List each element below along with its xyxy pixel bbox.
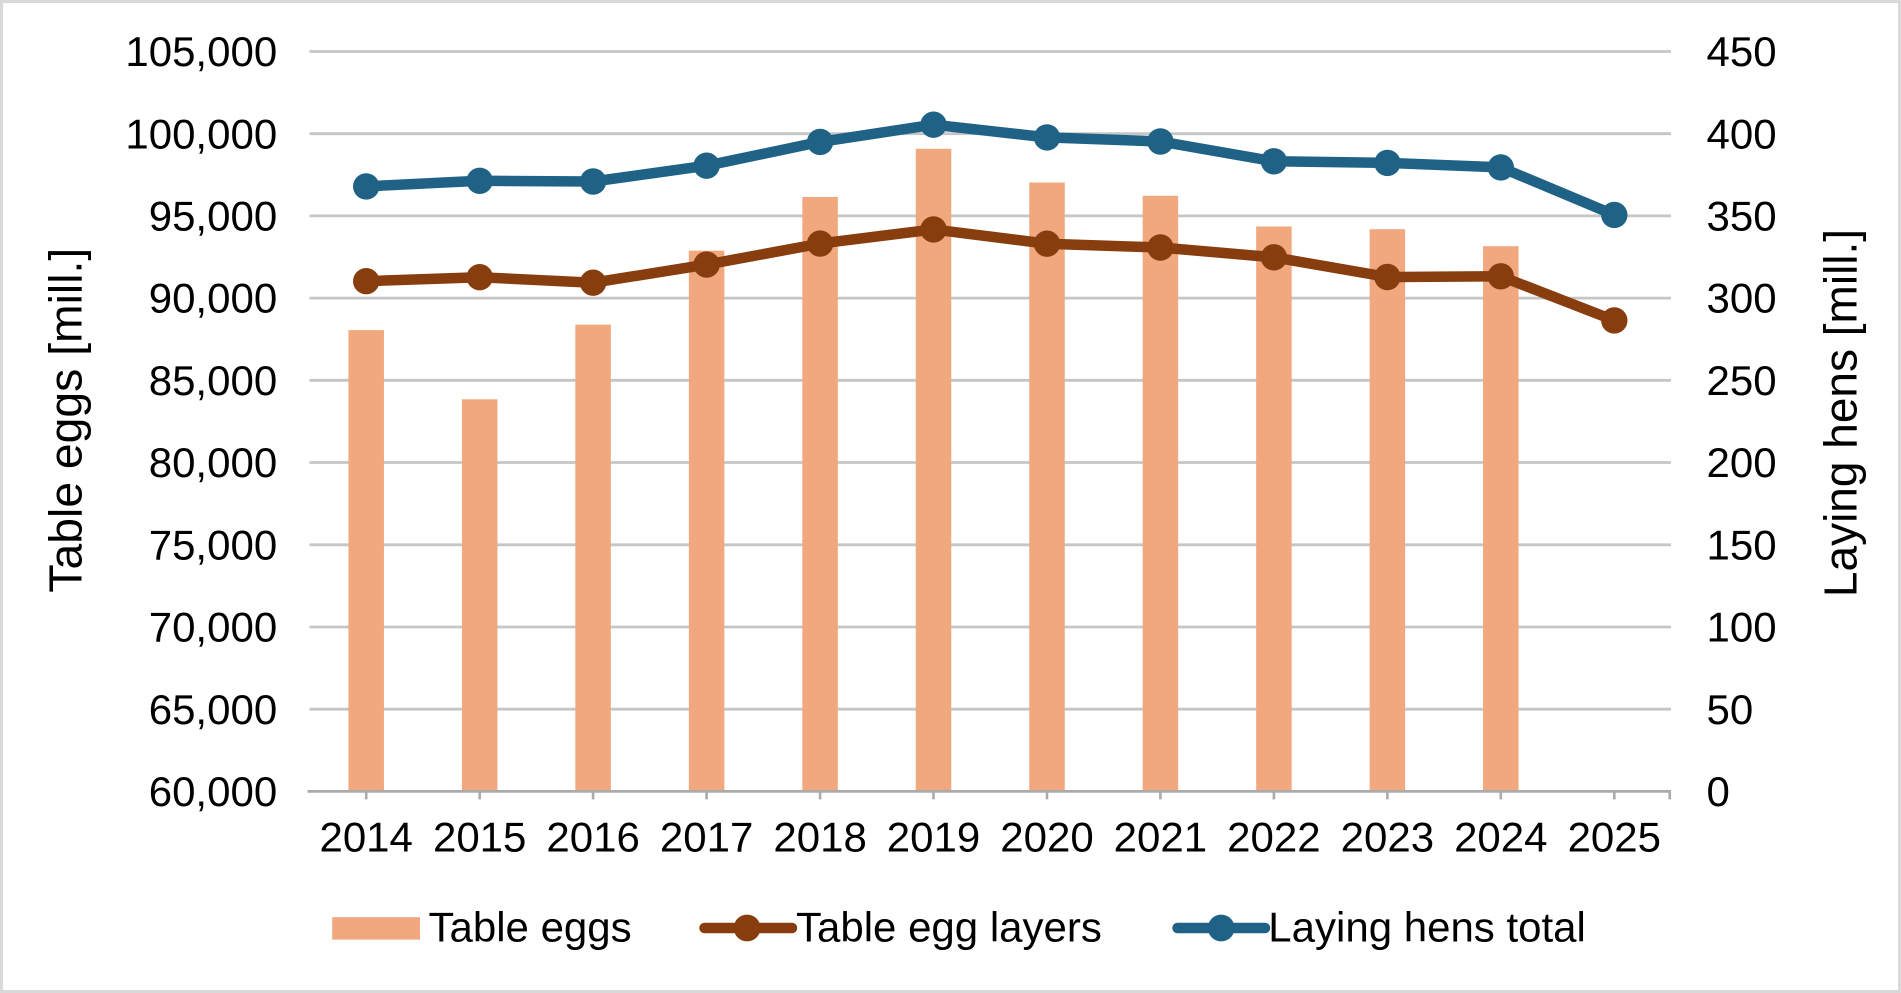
svg-text:100: 100 bbox=[1707, 604, 1777, 651]
svg-text:450: 450 bbox=[1707, 28, 1777, 75]
svg-text:2024: 2024 bbox=[1454, 813, 1547, 860]
svg-text:0: 0 bbox=[1707, 768, 1730, 815]
svg-text:Table eggs: Table eggs bbox=[429, 904, 632, 951]
svg-text:150: 150 bbox=[1707, 521, 1777, 568]
svg-text:60,000: 60,000 bbox=[149, 768, 277, 815]
svg-text:65,000: 65,000 bbox=[149, 686, 277, 733]
svg-text:Table egg layers: Table egg layers bbox=[796, 904, 1102, 951]
svg-text:70,000: 70,000 bbox=[149, 604, 277, 651]
svg-text:80,000: 80,000 bbox=[149, 439, 277, 486]
svg-text:85,000: 85,000 bbox=[149, 357, 277, 404]
svg-text:300: 300 bbox=[1707, 275, 1777, 322]
svg-text:90,000: 90,000 bbox=[149, 275, 277, 322]
svg-text:2017: 2017 bbox=[660, 813, 753, 860]
svg-text:Table eggs [mill.]: Table eggs [mill.] bbox=[39, 248, 91, 593]
svg-text:2018: 2018 bbox=[773, 813, 866, 860]
svg-text:2019: 2019 bbox=[887, 813, 980, 860]
svg-text:350: 350 bbox=[1707, 193, 1777, 240]
svg-text:50: 50 bbox=[1707, 686, 1754, 733]
svg-text:2022: 2022 bbox=[1227, 813, 1320, 860]
svg-text:Laying hens [mill.]: Laying hens [mill.] bbox=[1815, 229, 1867, 597]
svg-text:2020: 2020 bbox=[1000, 813, 1093, 860]
svg-text:2015: 2015 bbox=[433, 813, 526, 860]
svg-text:2014: 2014 bbox=[319, 813, 412, 860]
svg-text:250: 250 bbox=[1707, 357, 1777, 404]
svg-text:95,000: 95,000 bbox=[149, 193, 277, 240]
svg-text:200: 200 bbox=[1707, 439, 1777, 486]
svg-text:2025: 2025 bbox=[1568, 813, 1661, 860]
svg-text:400: 400 bbox=[1707, 110, 1777, 157]
svg-text:75,000: 75,000 bbox=[149, 521, 277, 568]
svg-text:2021: 2021 bbox=[1114, 813, 1207, 860]
svg-text:105,000: 105,000 bbox=[125, 28, 277, 75]
svg-text:100,000: 100,000 bbox=[125, 110, 277, 157]
svg-text:Laying hens total: Laying hens total bbox=[1268, 904, 1586, 951]
svg-text:2023: 2023 bbox=[1341, 813, 1434, 860]
svg-text:2016: 2016 bbox=[546, 813, 639, 860]
